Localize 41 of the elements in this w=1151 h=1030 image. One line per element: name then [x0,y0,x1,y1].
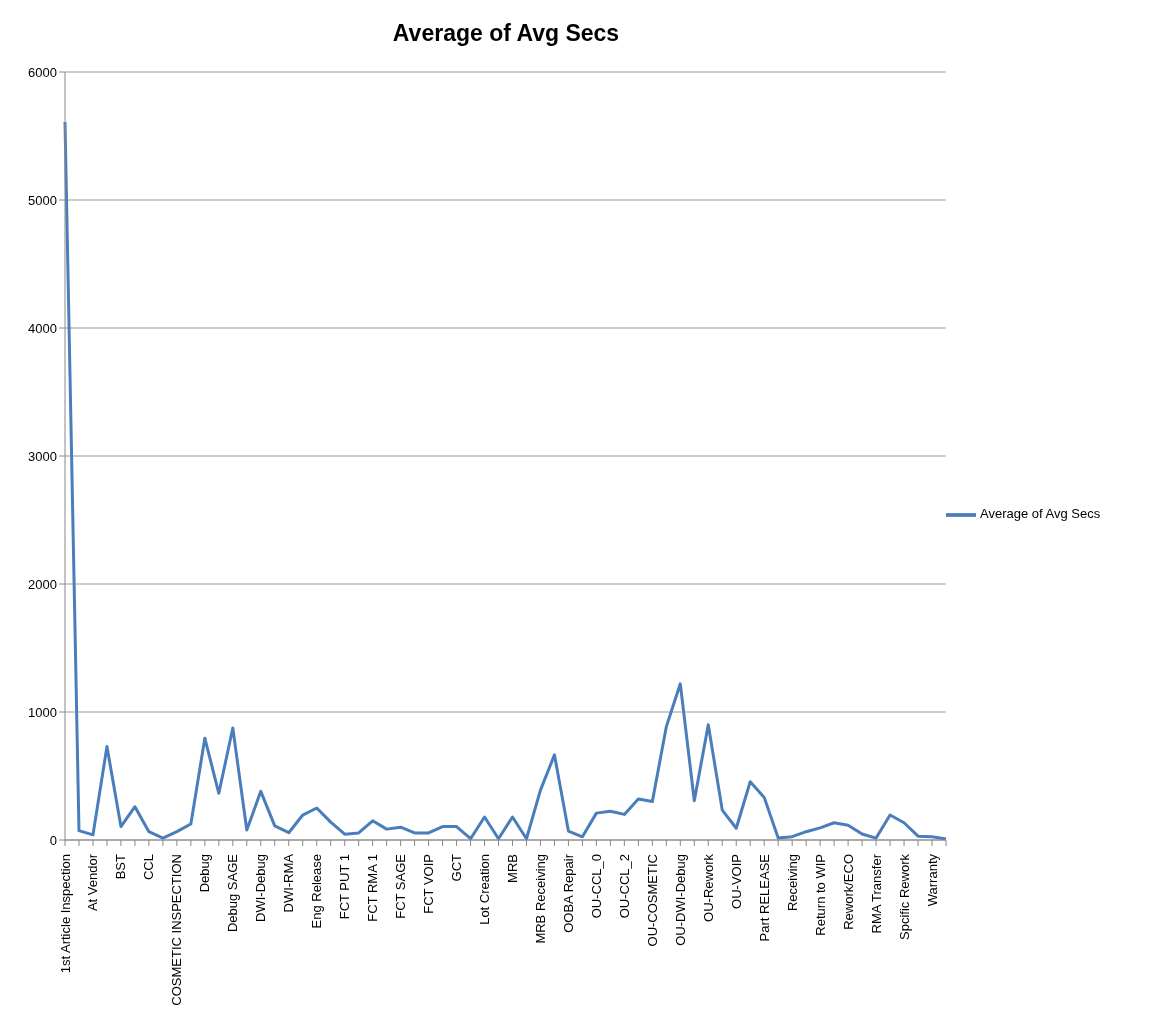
x-tick-label: GCT [449,853,465,882]
x-tick-label: FCT SAGE [393,853,409,919]
x-tick-label: BST [113,853,129,880]
x-tick-label: FCT VOIP [421,854,437,914]
y-tick-label: 0 [49,832,57,848]
x-tick-label: Part RELEASE [756,853,772,942]
x-tick-label: OU-CCL_2 [616,854,632,919]
y-tick-label: 1000 [28,704,57,720]
chart-title: Average of Avg Secs [391,20,621,47]
x-tick-label: FCT RMA 1 [365,854,381,922]
x-tick-label: Warranty [924,853,940,907]
x-tick-label: OU-COSMETIC [644,854,660,947]
x-tick-label: 1st Article Inspection [57,854,73,974]
x-tick-label: CCL [141,854,157,881]
x-tick-label: OU-VOIP [728,854,744,909]
y-tick-label: 5000 [28,192,57,208]
x-tick-label: Debug SAGE [225,853,241,933]
x-tick-label: Eng Release [309,854,325,929]
legend-label: Average of Avg Secs [980,506,1101,522]
x-tick-label: MRB [504,854,520,883]
x-tick-label: DWI-Debug [253,854,269,922]
x-tick-label: Lot Creation [477,854,493,925]
x-tick-label: Return to WIP [812,854,828,936]
x-tick-label: Receiving [784,854,800,912]
x-tick-label: OU-Rework [700,853,716,922]
x-tick-label: DWI-RMA [281,853,297,913]
x-tick-label: Debug [197,854,213,893]
x-tick-label: RMA Transfer [868,853,884,934]
y-tick-label: 2000 [28,576,57,592]
y-tick-label: 4000 [28,320,57,336]
x-tick-label: Rework/ECO [840,854,856,930]
x-tick-label: At Vendor [85,853,101,912]
y-tick-label: 3000 [28,448,57,464]
x-tick-label: MRB Receiving [532,854,548,944]
x-tick-label: OU-CCL_0 [588,854,604,919]
y-tick-label: 6000 [28,64,57,80]
x-tick-label: Spcific Rework [896,853,912,940]
x-tick-label: COSMETIC INSPECTION [169,854,185,1006]
x-tick-label: OOBA Repair [560,853,576,933]
x-tick-label: FCT PUT 1 [337,854,353,920]
x-tick-label: OU-DWI-Debug [672,854,688,946]
